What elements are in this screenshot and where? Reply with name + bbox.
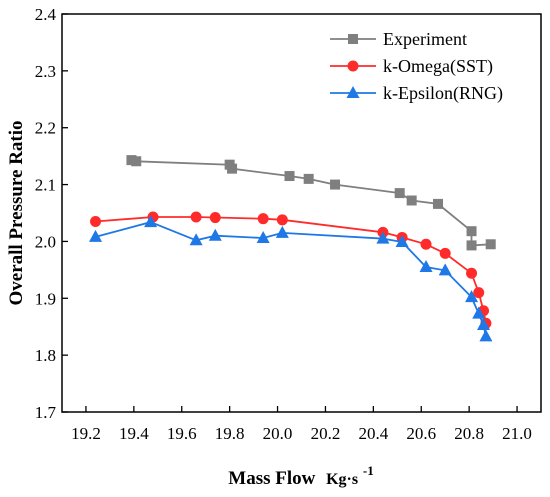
data-point (257, 213, 269, 225)
data-point (276, 214, 288, 226)
x-tick-label: 20.6 (406, 424, 436, 443)
data-point (131, 156, 142, 167)
y-tick-label: 2.0 (35, 232, 56, 251)
legend-item: Experiment (330, 29, 467, 49)
data-point (466, 267, 478, 279)
data-point (395, 234, 409, 247)
y-tick-label: 2.4 (35, 5, 57, 24)
x-axis-title-label: Mass Flow (228, 468, 315, 489)
x-tick-label: 20.0 (263, 424, 293, 443)
x-tick-label: 19.4 (119, 424, 149, 443)
data-point (465, 290, 479, 303)
x-tick-label: 21.0 (502, 424, 532, 443)
data-point (227, 163, 238, 174)
data-point (90, 216, 102, 228)
legend-label: Experiment (383, 29, 467, 49)
data-point (406, 195, 417, 206)
data-point (275, 225, 289, 238)
series-square (126, 155, 496, 251)
legend: Experiment k-Omega(SST) k-Epsilon(RNG) (318, 20, 532, 112)
data-point (303, 173, 314, 184)
data-point (256, 231, 270, 244)
data-point (472, 306, 486, 319)
data-point (473, 287, 485, 299)
x-tick-label: 19.8 (215, 424, 245, 443)
x-tick-label: 20.4 (358, 424, 388, 443)
data-point (477, 318, 491, 331)
y-tick-label: 2.3 (35, 62, 56, 81)
data-point (439, 247, 451, 259)
data-point (485, 239, 496, 250)
y-tick-label: 1.8 (35, 346, 56, 365)
data-point (466, 226, 477, 237)
data-point (479, 329, 493, 342)
data-point (394, 188, 405, 199)
legend-swatch-marker (347, 60, 359, 72)
y-tick-label: 2.2 (35, 119, 56, 138)
legend-label: k-Omega(SST) (383, 56, 493, 77)
data-point (208, 228, 222, 241)
legend-swatch-marker (346, 86, 360, 98)
data-point (284, 171, 295, 182)
data-point (330, 179, 341, 190)
y-axis-title: Overall Pressure Ratio (6, 120, 27, 305)
x-tick-label: 19.2 (71, 424, 101, 443)
legend-label: k-Epsilon(RNG) (383, 83, 503, 104)
x-axis-ticks: 19.2 19.4 19.6 19.8 20.0 20.2 20.4 20.6 20.8 21.0 (71, 406, 532, 443)
plot-frame (61, 13, 542, 413)
y-tick-label: 1.9 (35, 289, 56, 308)
series-triangle (89, 215, 493, 342)
y-tick-label: 2.1 (35, 176, 56, 195)
data-point (89, 229, 103, 242)
x-tick-label: 20.8 (454, 424, 484, 443)
series-layer (89, 155, 496, 342)
x-axis-title-unit: Kg·s (326, 471, 358, 488)
data-point (376, 231, 390, 244)
data-point (466, 240, 477, 251)
data-point (419, 260, 433, 273)
data-point (438, 263, 452, 276)
x-tick-label: 20.2 (311, 424, 341, 443)
data-point (209, 212, 221, 224)
x-tick-label: 19.6 (167, 424, 197, 443)
data-point (420, 238, 432, 250)
y-axis-ticks: 1.7 1.8 1.9 2.0 2.1 2.2 2.3 2.4 (35, 5, 68, 422)
data-point (144, 215, 158, 228)
x-axis-title-unit-exponent: -1 (363, 463, 374, 478)
data-point (189, 233, 203, 246)
y-tick-label: 1.7 (35, 403, 57, 422)
legend-item: k-Omega(SST) (330, 56, 493, 77)
legend-swatch-marker (348, 34, 358, 44)
data-point (433, 198, 444, 209)
legend-item: k-Epsilon(RNG) (330, 83, 503, 104)
x-axis-title: Mass Flow Kg·s -1 (228, 463, 373, 489)
data-point (190, 211, 202, 223)
